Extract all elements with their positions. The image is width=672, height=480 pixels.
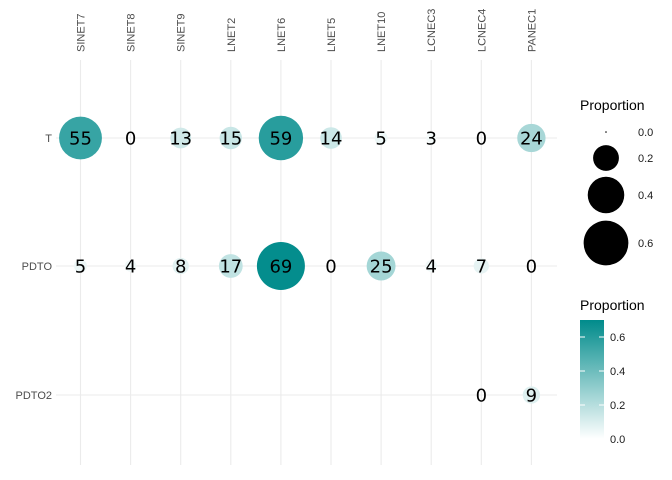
- color-legend-title: Proportion: [580, 297, 645, 313]
- bubble-label: 59: [269, 129, 292, 150]
- bubble-label: 3: [425, 129, 436, 150]
- bubble-label: 55: [69, 129, 92, 150]
- bubble-label: 24: [520, 129, 543, 150]
- color-legend-label: 0.4: [610, 366, 625, 378]
- bubble-label: 7: [476, 257, 487, 278]
- color-legend-label: 0.6: [610, 332, 625, 344]
- bubble-label: 0: [476, 386, 487, 407]
- bubble-label: 4: [425, 257, 436, 278]
- size-legend-key: [583, 220, 629, 266]
- color-bar: [580, 320, 604, 439]
- x-tick-label: LNET2: [226, 18, 238, 52]
- x-tick-label: SINET8: [126, 13, 138, 52]
- bubble-label: 5: [375, 129, 386, 150]
- y-tick-label: PDTO2: [16, 390, 52, 402]
- x-tick-label: SINET9: [176, 13, 188, 52]
- size-legend-key: [605, 131, 607, 133]
- color-legend-label: 0.2: [610, 400, 625, 412]
- bubble-label: 0: [325, 257, 336, 278]
- size-legend: Proportion 0.0 0.2 0.4 0.6: [580, 97, 653, 266]
- bubble: [59, 116, 102, 160]
- bubble: [172, 257, 189, 275]
- size-legend-key: [593, 145, 619, 171]
- bubble-label: 25: [370, 257, 393, 278]
- x-tick-label: LNET6: [276, 18, 288, 52]
- bubble-label: 15: [219, 129, 242, 150]
- bubble-label: 14: [320, 129, 343, 150]
- x-tick-label: LCNEC4: [476, 9, 488, 52]
- size-legend-label: 0.2: [638, 153, 653, 165]
- bubble-label: 4: [125, 257, 136, 278]
- bubble-label: 69: [269, 257, 292, 278]
- bubble: [218, 254, 243, 278]
- y-tick-label: PDTO: [22, 261, 53, 273]
- x-tick-label: SINET7: [76, 13, 88, 52]
- bubble: [74, 259, 87, 273]
- bubble-label: 0: [125, 129, 136, 150]
- bubble: [256, 242, 305, 290]
- bubble-labels: 55 0 13 15 59 14 5 3 0 24 5 4 8 17 69 0 25 4 7 0 0 9: [69, 129, 543, 407]
- x-tick-label: LNET5: [326, 18, 338, 52]
- bubble: [219, 126, 242, 150]
- color-legend: Proportion 0.0 0.2 0.4 0.6: [580, 297, 645, 446]
- bubble-label: 13: [169, 129, 192, 150]
- bubbles: [59, 115, 546, 404]
- bubble: [170, 127, 192, 149]
- bubble: [320, 127, 342, 149]
- bubble: [124, 260, 137, 272]
- x-tick-label: LCNEC3: [426, 9, 438, 52]
- size-legend-label: 0.4: [638, 190, 653, 202]
- bubble-label: 8: [175, 257, 186, 278]
- y-tick-labels: T PDTO PDTO2: [16, 133, 53, 402]
- x-tick-label: PANEC1: [526, 9, 538, 52]
- size-legend-label: 0.0: [638, 127, 653, 139]
- bubble: [366, 251, 396, 281]
- bubble: [425, 260, 437, 272]
- bubble: [258, 115, 304, 161]
- bubble: [522, 386, 541, 404]
- bubble-label: 17: [219, 257, 242, 278]
- x-tick-label: LNET10: [376, 12, 388, 52]
- bubble-label: 0: [476, 129, 487, 150]
- x-tick-labels: SINET7 SINET8 SINET9 LNET2 LNET6 LNET5 LNET10 L…: [76, 9, 539, 52]
- y-tick-label: T: [45, 133, 52, 145]
- bubble-label: 0: [526, 257, 537, 278]
- bubble: [426, 133, 437, 143]
- bubble-label: 5: [75, 257, 86, 278]
- color-legend-label: 0.0: [610, 434, 625, 446]
- size-legend-title: Proportion: [580, 97, 645, 113]
- bubble: [374, 131, 388, 145]
- bubble-label: 9: [526, 386, 537, 407]
- bubble: [473, 258, 489, 274]
- size-legend-label: 0.6: [638, 238, 653, 250]
- bubble: [517, 123, 546, 153]
- size-legend-key: [587, 176, 625, 214]
